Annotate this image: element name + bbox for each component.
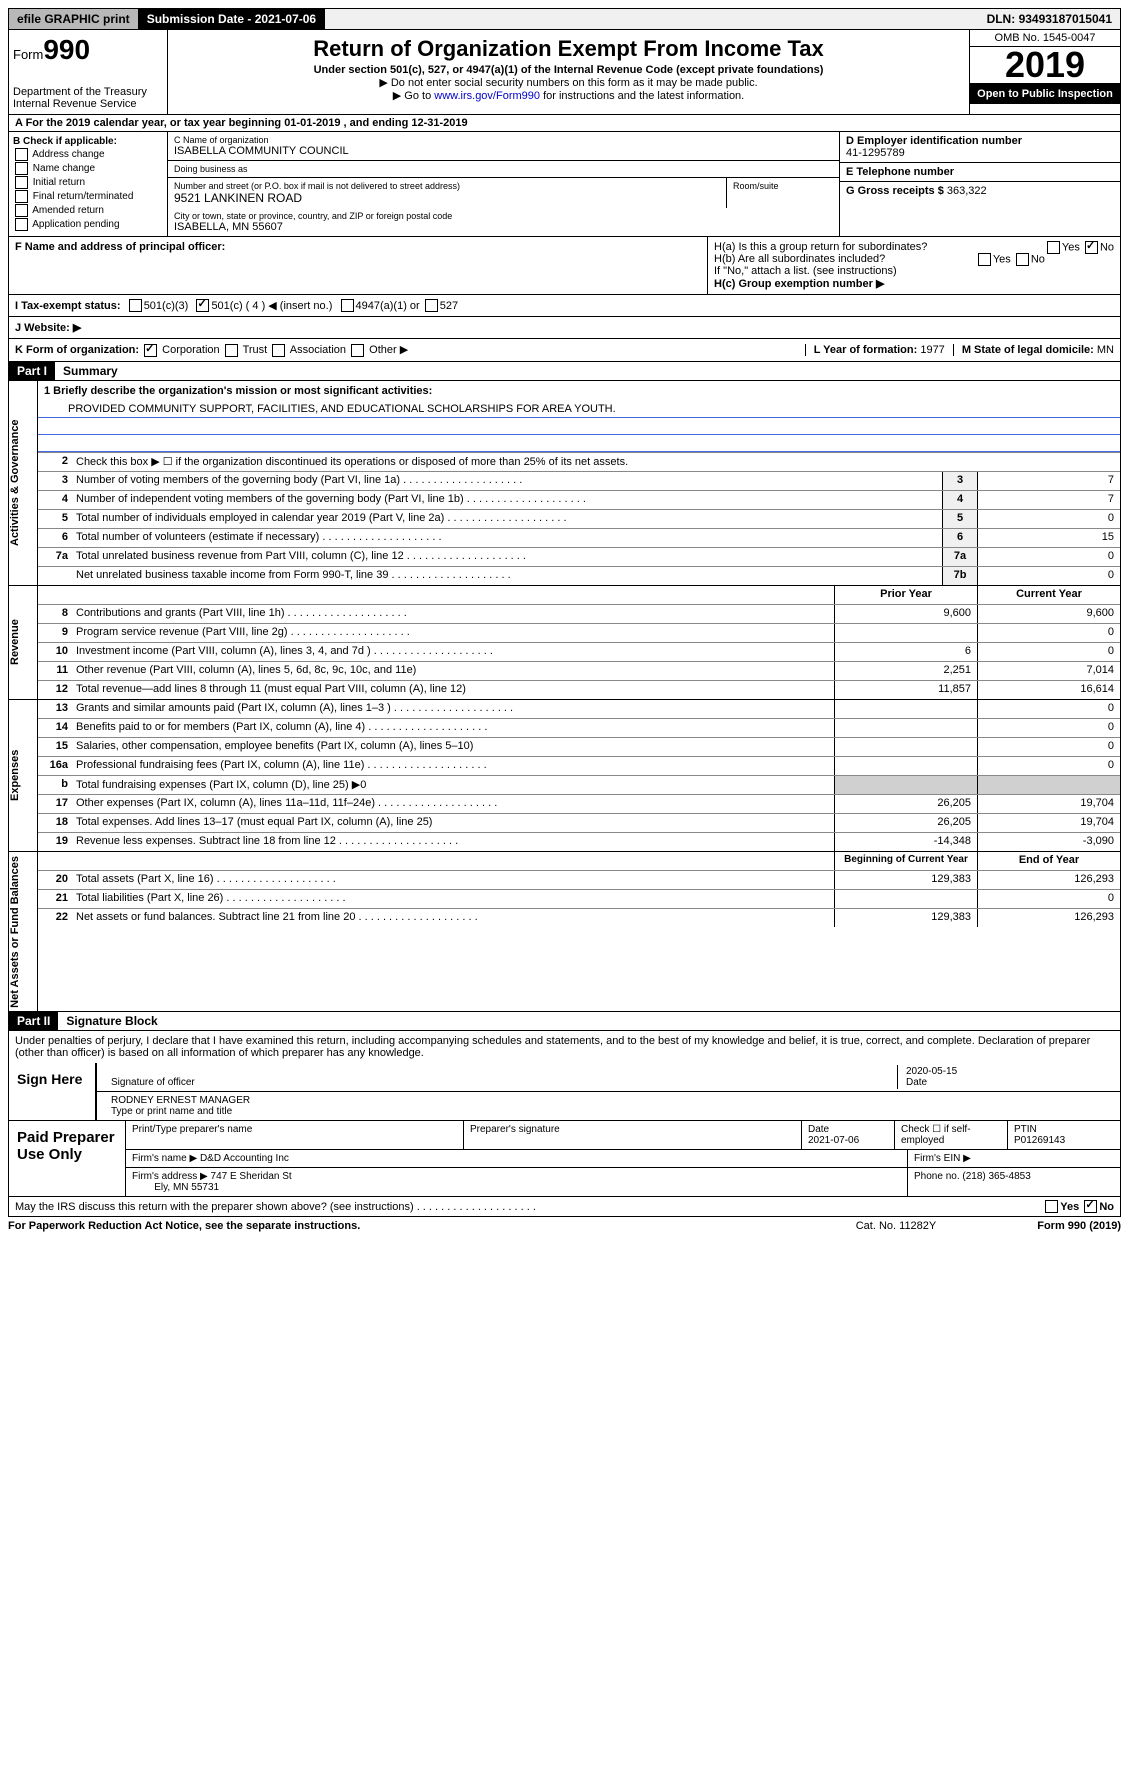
department: Department of the Treasury Internal Reve…	[13, 86, 163, 110]
h-c: H(c) Group exemption number ▶	[714, 277, 1114, 290]
q1: 1 Briefly describe the organization's mi…	[38, 381, 1120, 401]
dln: DLN: 93493187015041	[979, 9, 1120, 29]
form-title: Return of Organization Exempt From Incom…	[172, 36, 965, 62]
summary-table: Activities & Governance 1 Briefly descri…	[8, 381, 1121, 586]
address-row: Number and street (or P.O. box if mail i…	[168, 178, 839, 208]
footer: For Paperwork Reduction Act Notice, see …	[8, 1217, 1121, 1235]
k-row: K Form of organization: Corporation Trus…	[8, 339, 1121, 362]
fgh-block: F Name and address of principal officer:…	[8, 237, 1121, 295]
telephone: E Telephone number	[840, 163, 1120, 182]
discuss-row: May the IRS discuss this return with the…	[8, 1197, 1121, 1217]
ein: D Employer identification number 41-1295…	[840, 132, 1120, 163]
subtitle-1: Under section 501(c), 527, or 4947(a)(1)…	[172, 64, 965, 76]
section-governance: Activities & Governance	[9, 381, 38, 585]
gross-receipts: G Gross receipts $ 363,322	[840, 182, 1120, 200]
subtitle-2: ▶ Do not enter social security numbers o…	[172, 76, 965, 89]
principal-officer: F Name and address of principal officer:	[9, 237, 708, 294]
section-expenses: Expenses	[9, 700, 38, 851]
org-name: C Name of organization ISABELLA COMMUNIT…	[168, 132, 839, 161]
city-row: City or town, state or province, country…	[168, 208, 839, 236]
h-b: H(b) Are all subordinates included? Yes …	[714, 253, 1114, 265]
h-b-note: If "No," attach a list. (see instruction…	[714, 265, 1114, 277]
revenue-section: Revenue Prior YearCurrent Year 8Contribu…	[8, 586, 1121, 700]
efile-print[interactable]: efile GRAPHIC print	[9, 9, 139, 29]
form-number: Form990	[13, 34, 163, 66]
form-link[interactable]: www.irs.gov/Form990	[434, 90, 540, 102]
signature-block: Under penalties of perjury, I declare th…	[8, 1031, 1121, 1197]
form-header: Form990 Department of the Treasury Inter…	[8, 30, 1121, 115]
website-row: J Website: ▶	[8, 317, 1121, 339]
tax-exempt-row: I Tax-exempt status: 501(c)(3) 501(c) ( …	[8, 295, 1121, 317]
penalty-text: Under penalties of perjury, I declare th…	[9, 1031, 1120, 1063]
paid-preparer-label: Paid Preparer Use Only	[9, 1121, 125, 1196]
row-a-tax-year: A For the 2019 calendar year, or tax yea…	[8, 115, 1121, 132]
tax-year: 2019	[970, 47, 1120, 84]
section-revenue: Revenue	[9, 586, 38, 699]
subtitle-3: ▶ Go to www.irs.gov/Form990 for instruct…	[172, 89, 965, 102]
section-net-assets: Net Assets or Fund Balances	[9, 852, 38, 1012]
h-a: H(a) Is this a group return for subordin…	[714, 241, 1114, 253]
part-2-header: Part II Signature Block	[8, 1012, 1121, 1031]
top-bar: efile GRAPHIC print Submission Date - 20…	[8, 8, 1121, 30]
dba: Doing business as	[168, 161, 839, 178]
expenses-section: Expenses 13Grants and similar amounts pa…	[8, 700, 1121, 852]
sign-here-label: Sign Here	[9, 1063, 97, 1120]
submission-date: Submission Date - 2021-07-06	[139, 9, 325, 29]
open-to-public: Open to Public Inspection	[970, 84, 1120, 104]
part-1-header: Part I Summary	[8, 362, 1121, 381]
col-b-checkboxes: B Check if applicable: Address change Na…	[9, 132, 168, 236]
entity-block: B Check if applicable: Address change Na…	[8, 132, 1121, 237]
net-assets-section: Net Assets or Fund Balances Beginning of…	[8, 852, 1121, 1013]
mission: PROVIDED COMMUNITY SUPPORT, FACILITIES, …	[38, 401, 1120, 418]
q2: Check this box ▶ ☐ if the organization d…	[72, 453, 1120, 471]
